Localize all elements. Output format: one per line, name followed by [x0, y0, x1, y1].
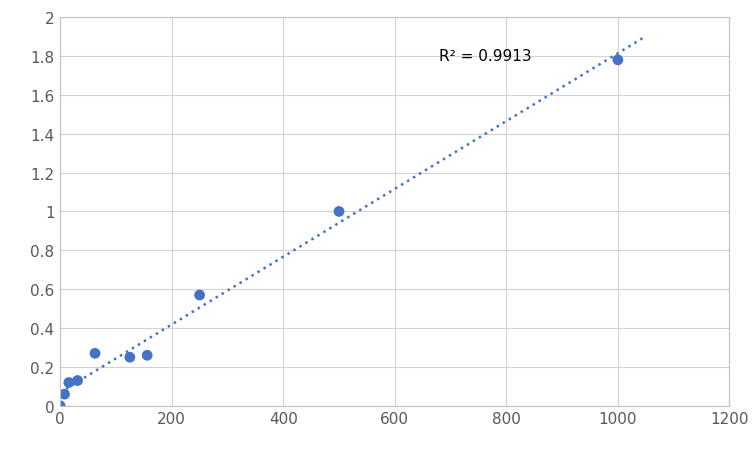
Point [89, 350, 101, 357]
Point [333, 208, 345, 216]
Point [59, 391, 71, 398]
Point [63, 379, 75, 386]
Text: R² = 0.9913: R² = 0.9913 [439, 49, 532, 64]
Point [141, 352, 153, 359]
Point [612, 57, 624, 64]
Point [193, 292, 205, 299]
Point [124, 354, 136, 361]
Point [54, 402, 66, 410]
Point [71, 377, 83, 384]
